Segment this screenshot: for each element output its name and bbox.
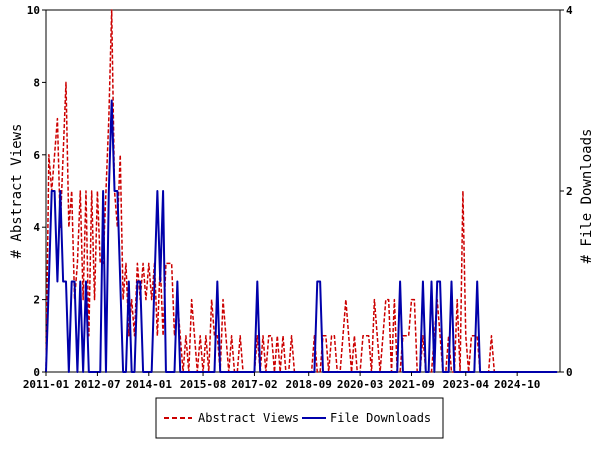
x-tick-label: 2012-07 [74, 378, 120, 391]
y-right-tick-label: 0 [566, 366, 573, 379]
y-left-tick-label: 0 [33, 366, 40, 379]
y-left-tick-label: 4 [33, 221, 40, 234]
y-left-tick-label: 8 [33, 76, 40, 89]
x-tick-label: 2014-01 [126, 378, 173, 391]
series-line-file-downloads [45, 99, 558, 373]
y-axis-title-right: # File Downloads [579, 129, 595, 264]
legend-label-file-downloads: File Downloads [330, 411, 431, 425]
legend-label-abstract-views: Abstract Views [198, 411, 299, 425]
x-tick-label: 2017-02 [231, 378, 277, 391]
x-tick-label: 2020-03 [337, 378, 383, 391]
x-tick-label: 2021-09 [388, 378, 434, 391]
x-tick-label: 2015-08 [180, 378, 226, 391]
series-layer [45, 9, 558, 373]
y-left-tick-label: 6 [33, 149, 40, 162]
y-left-tick-label: 10 [27, 4, 40, 17]
axis-layer: 0 2 4 6 8 10 0 2 4 2011-01 2012-07 2014-01 2015-08 20… [23, 4, 573, 391]
y-axis-title-left: # Abstract Views [9, 124, 25, 259]
y-right-tick-label: 4 [566, 4, 573, 17]
y-right-tick-label: 2 [566, 185, 573, 198]
x-tick-label: 2018-09 [286, 378, 332, 391]
x-tick-label: 2023-04 [443, 378, 490, 391]
x-tick-label: 2024-10 [494, 378, 540, 391]
x-tick-label: 2011-01 [23, 378, 70, 391]
y-left-tick-label: 2 [33, 294, 40, 307]
legend: Abstract Views File Downloads [155, 397, 444, 439]
plot-area [45, 9, 561, 373]
series-line-abstract-views [45, 9, 558, 373]
legend-box [155, 397, 444, 439]
